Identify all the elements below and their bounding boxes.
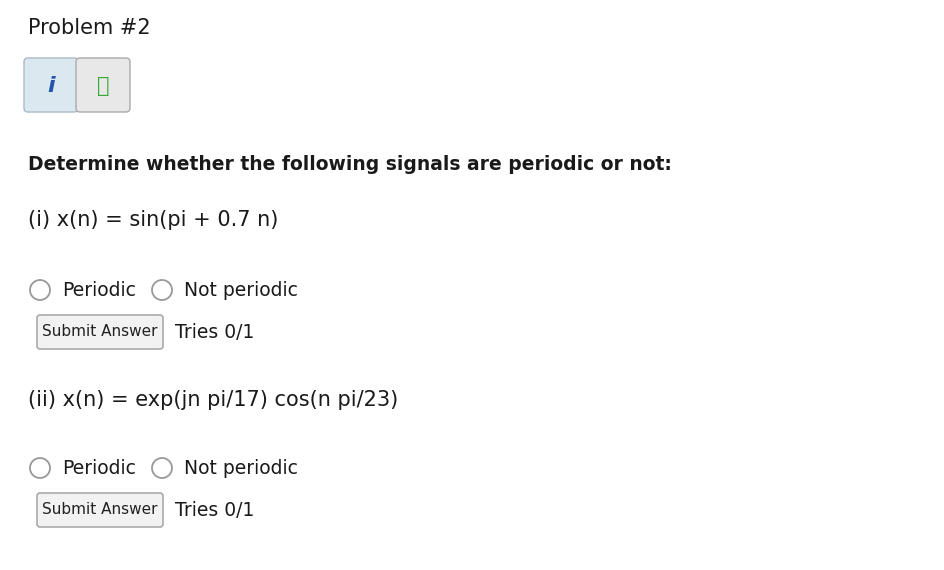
- Text: 👍: 👍: [96, 76, 110, 96]
- Text: Problem #2: Problem #2: [28, 18, 151, 38]
- FancyBboxPatch shape: [37, 315, 163, 349]
- Text: Not periodic: Not periodic: [184, 458, 298, 478]
- FancyBboxPatch shape: [37, 493, 163, 527]
- Text: Submit Answer: Submit Answer: [42, 503, 158, 518]
- Text: Submit Answer: Submit Answer: [42, 324, 158, 340]
- FancyBboxPatch shape: [24, 58, 78, 112]
- Circle shape: [152, 458, 172, 478]
- Text: Not periodic: Not periodic: [184, 280, 298, 299]
- Circle shape: [152, 280, 172, 300]
- Text: (ii) x(n) = exp(jn pi/17) cos(n pi/23): (ii) x(n) = exp(jn pi/17) cos(n pi/23): [28, 390, 398, 410]
- Text: (i) x(n) = sin(pi + 0.7 n): (i) x(n) = sin(pi + 0.7 n): [28, 210, 278, 230]
- FancyBboxPatch shape: [76, 58, 130, 112]
- Text: i: i: [47, 76, 55, 96]
- Circle shape: [30, 280, 50, 300]
- Text: Periodic: Periodic: [62, 458, 136, 478]
- Text: Determine whether the following signals are periodic or not:: Determine whether the following signals …: [28, 155, 672, 174]
- Circle shape: [30, 458, 50, 478]
- Text: Tries 0/1: Tries 0/1: [175, 323, 254, 341]
- Text: Tries 0/1: Tries 0/1: [175, 500, 254, 519]
- Text: Periodic: Periodic: [62, 280, 136, 299]
